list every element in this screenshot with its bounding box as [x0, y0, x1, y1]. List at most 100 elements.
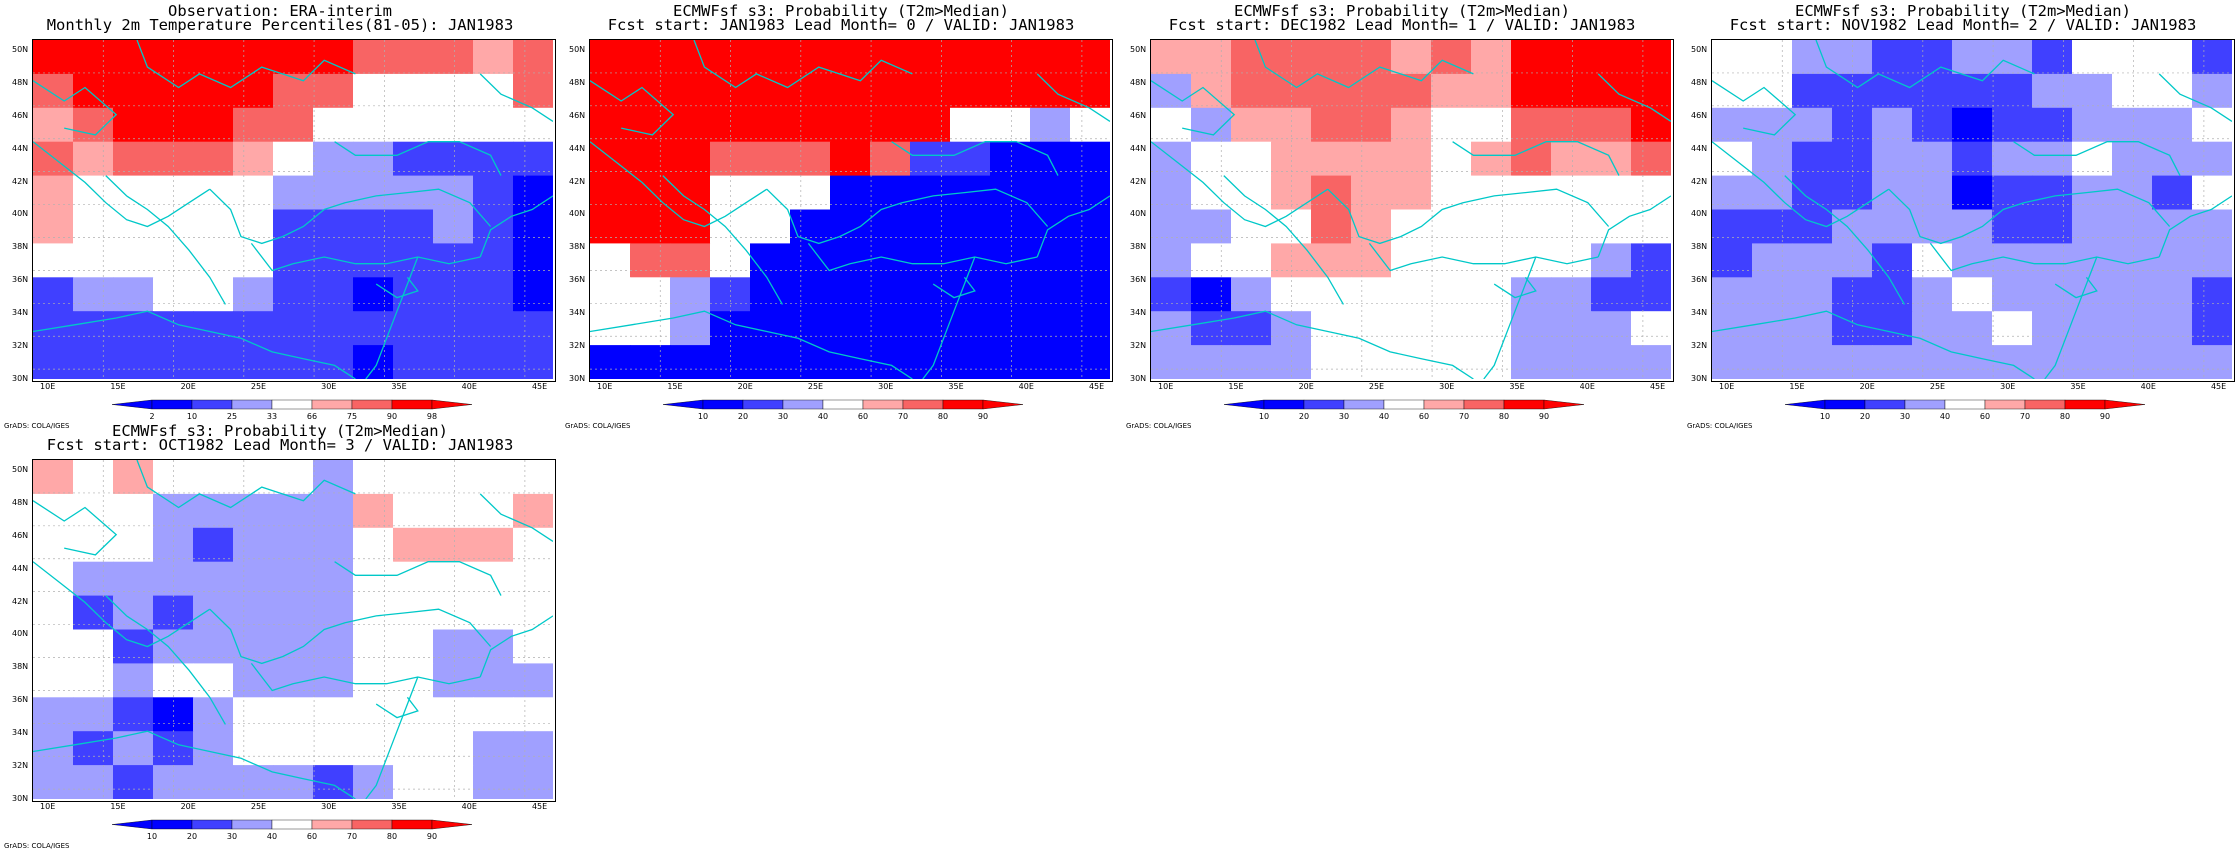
anomaly-cell: [353, 731, 394, 766]
anomaly-cell: [1471, 311, 1512, 346]
credit-label: GrADS: COLA/IGES: [565, 422, 631, 430]
anomaly-cell: [1191, 209, 1232, 244]
colorbar-tick-label: 70: [1459, 412, 1469, 421]
anomaly-cell: [1712, 277, 1753, 312]
anomaly-cell: [1752, 345, 1793, 379]
anomaly-cell: [2112, 311, 2153, 346]
anomaly-cell: [113, 141, 154, 177]
anomaly-cell: [1872, 209, 1913, 244]
anomaly-cell: [473, 209, 514, 244]
anomaly-cell: [870, 40, 911, 75]
anomaly-cell: [1631, 40, 1671, 75]
anomaly-cell: [790, 209, 831, 244]
coastline: [693, 40, 913, 89]
anomaly-cell: [433, 697, 474, 732]
lon-tick-label: 25E: [1368, 382, 1385, 391]
anomaly-cell: [1511, 141, 1552, 177]
panel-lead-2: ECMWFsf s3: Probability (T2m>Median) Fcs…: [1687, 0, 2235, 430]
colorbar: 10 20 30 40 60 70 80 90: [111, 819, 492, 842]
anomaly-cell: [2112, 209, 2153, 244]
anomaly-cell: [513, 493, 553, 529]
anomaly-cell: [1551, 141, 1592, 177]
anomaly-cell: [193, 731, 234, 766]
anomaly-cell: [33, 345, 74, 379]
anomaly-cell: [2112, 277, 2153, 312]
anomaly-cell: [1631, 141, 1671, 177]
anomaly-cell: [1070, 345, 1110, 379]
anomaly-cell: [1752, 40, 1793, 75]
anomaly-cell: [313, 629, 354, 664]
anomaly-cell: [990, 277, 1031, 312]
anomaly-cell: [1511, 40, 1552, 75]
anomaly-cell: [233, 731, 274, 766]
credit-label: GrADS: COLA/IGES: [4, 422, 70, 430]
map-area: [1150, 39, 1674, 382]
anomaly-cell: [1431, 311, 1472, 346]
colorbar-segment: [662, 399, 704, 410]
anomaly-cell: [473, 345, 514, 379]
anomaly-cell: [273, 527, 314, 563]
anomaly-cell: [1391, 277, 1432, 312]
anomaly-cell: [1311, 311, 1352, 346]
lon-tick-label: 15E: [110, 802, 126, 811]
lon-tick-label: 30E: [878, 382, 894, 391]
anomaly-cell: [433, 493, 474, 529]
anomaly-cell: [433, 460, 474, 495]
anomaly-cell: [950, 277, 991, 312]
anomaly-cell: [750, 73, 791, 109]
anomaly-cell: [1311, 209, 1352, 244]
anomaly-cell: [2032, 73, 2073, 109]
anomaly-cell: [990, 311, 1031, 346]
anomaly-cell: [830, 141, 871, 177]
anomaly-cell: [33, 209, 74, 244]
lon-tick-label: 45E: [1088, 382, 1105, 391]
anomaly-cell: [73, 731, 114, 766]
coastline: [1712, 80, 1797, 136]
coastline: [1151, 141, 1329, 228]
colorbar-segment: [1263, 399, 1305, 410]
anomaly-cell: [353, 527, 394, 563]
anomaly-cell: [473, 277, 514, 312]
anomaly-cell: [2072, 277, 2113, 312]
anomaly-cell: [73, 345, 114, 379]
lat-tick-label: 34N: [12, 308, 29, 318]
anomaly-cell: [1631, 107, 1671, 143]
anomaly-cell: [233, 73, 274, 109]
colorbar-segment: [111, 819, 153, 830]
anomaly-cell: [113, 697, 154, 732]
colorbar-segment: [431, 819, 473, 830]
coastline: [662, 175, 783, 305]
anomaly-cell: [1351, 209, 1392, 244]
anomaly-cell: [1712, 243, 1753, 278]
lon-tick-label: 10E: [40, 382, 56, 391]
anomaly-cell: [1030, 107, 1071, 143]
anomaly-cell: [433, 765, 474, 799]
anomaly-cell: [1351, 277, 1392, 312]
anomaly-cell: [313, 107, 354, 143]
coastline: [2158, 195, 2232, 258]
anomaly-cell: [1311, 107, 1352, 143]
anomaly-cell: [750, 345, 791, 379]
anomaly-cell: [790, 73, 831, 109]
anomaly-cell: [393, 107, 434, 143]
lat-tick-label: 36N: [12, 275, 29, 285]
anomaly-cell: [1551, 73, 1592, 109]
colorbar-segment: [231, 399, 273, 410]
anomaly-cell: [630, 141, 671, 177]
colorbar-tick-label: 90: [1539, 412, 1549, 421]
anomaly-cell: [353, 277, 394, 312]
colorbar-tick-label: 10: [1820, 412, 1830, 421]
anomaly-cell: [313, 73, 354, 109]
coastline: [334, 141, 502, 176]
colorbar-tick-label: 70: [347, 832, 357, 841]
anomaly-cell: [1952, 311, 1993, 346]
anomaly-cell: [353, 141, 394, 177]
anomaly-cell: [670, 277, 711, 312]
anomaly-cell: [1992, 107, 2033, 143]
lon-tick-label: 30E: [2000, 382, 2016, 391]
lat-tick-label: 50N: [12, 44, 29, 54]
anomaly-cell: [193, 73, 234, 109]
anomaly-cell: [590, 243, 631, 278]
anomaly-cell: [1992, 277, 2033, 312]
lon-tick-label: 40E: [461, 382, 477, 391]
